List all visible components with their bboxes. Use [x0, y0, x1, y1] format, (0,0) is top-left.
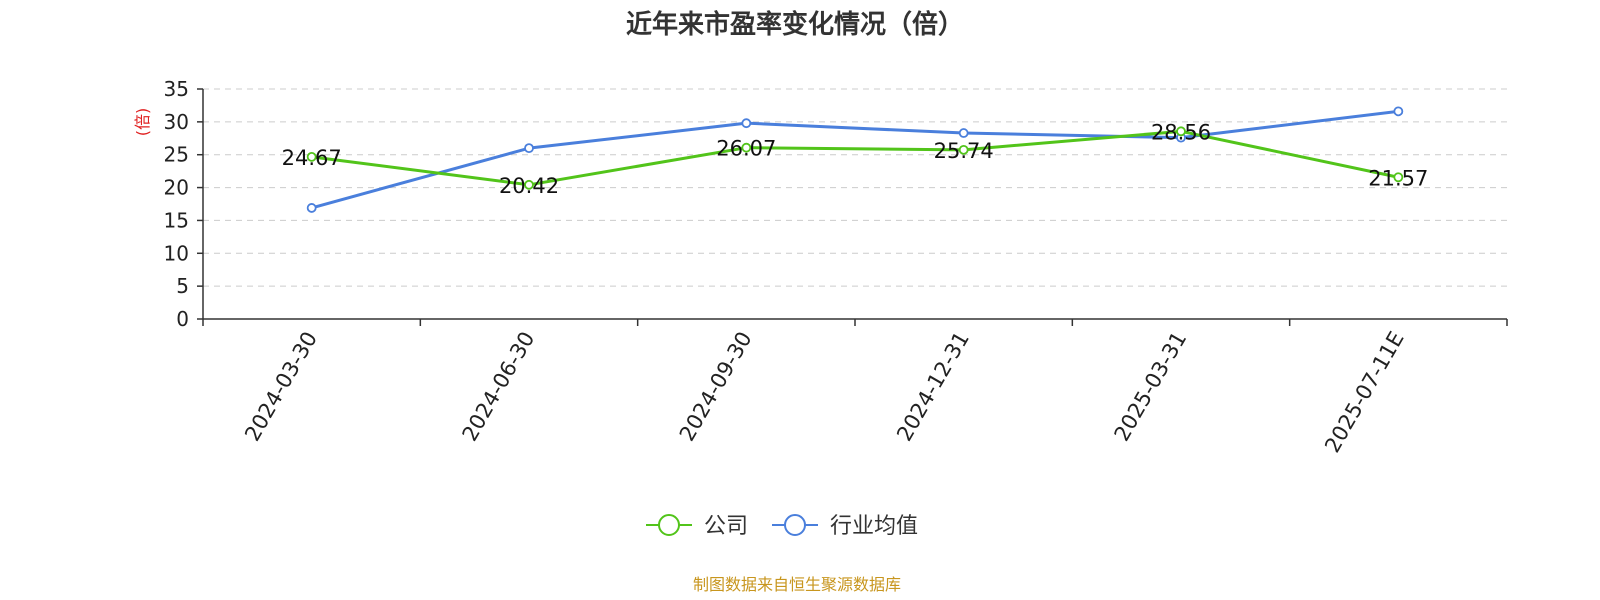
data-label: 25.74	[934, 139, 994, 163]
series-lines	[306, 106, 1404, 213]
gridlines	[203, 88, 1507, 287]
y-tick-labels: 0 5 10 15 20 25 30 35	[164, 77, 189, 331]
y-tick-label: 15	[164, 208, 189, 232]
data-label: 24.67	[282, 146, 342, 170]
data-labels: 24.67 20.42 26.07 25.74 28.56 21.57	[282, 120, 1429, 197]
data-point	[1176, 126, 1186, 137]
legend-marker	[784, 514, 806, 536]
data-point	[1393, 172, 1404, 183]
x-tick-labels: 2024-03-30 2024-06-30 2024-09-30 2024-12-31…	[240, 328, 1408, 457]
data-label: 21.57	[1368, 166, 1428, 190]
x-tick-label: 2024-06-30	[458, 328, 540, 446]
data-point	[306, 203, 317, 213]
series-line	[311, 109, 1399, 210]
y-axis-label: (倍)	[133, 108, 152, 137]
legend-label: 行业均值	[830, 514, 918, 539]
y-tick-label: 25	[164, 143, 189, 167]
x-tick-label: 2025-03-31	[1110, 328, 1192, 446]
x-tick-label: 2024-03-30	[240, 328, 322, 446]
x-tick-label: 2024-12-31	[892, 328, 974, 446]
y-tick-label: 5	[176, 274, 189, 298]
y-tick-label: 10	[164, 241, 189, 265]
x-tick-label: 2025-07-11E	[1320, 328, 1408, 457]
data-point	[524, 179, 534, 190]
data-label: 26.07	[716, 137, 776, 161]
x-tick-label: 2024-09-30	[675, 328, 757, 446]
data-point	[741, 142, 752, 153]
data-point	[1393, 106, 1404, 117]
legend-item[interactable]: 公司	[646, 514, 748, 539]
data-point	[958, 128, 969, 138]
axes	[197, 88, 1508, 326]
data-point	[306, 151, 317, 162]
chart-title: 近年来市盈率变化情况（倍）	[626, 9, 964, 40]
legend-item[interactable]: 行业均值	[772, 514, 918, 539]
data-point	[741, 118, 752, 129]
data-label: 28.56	[1151, 120, 1211, 144]
y-tick-label: 35	[164, 77, 189, 101]
legend[interactable]: 公司 行业均值	[646, 514, 918, 539]
y-tick-label: 20	[164, 176, 189, 200]
data-label: 20.42	[499, 174, 559, 198]
y-tick-label: 30	[164, 110, 189, 134]
series-line	[311, 129, 1399, 187]
source-note: 制图数据来自恒生聚源数据库	[693, 575, 901, 594]
data-point	[524, 143, 534, 154]
y-tick-label: 0	[176, 307, 189, 331]
data-point	[958, 144, 969, 155]
legend-label: 公司	[704, 514, 748, 539]
legend-marker	[658, 514, 680, 536]
